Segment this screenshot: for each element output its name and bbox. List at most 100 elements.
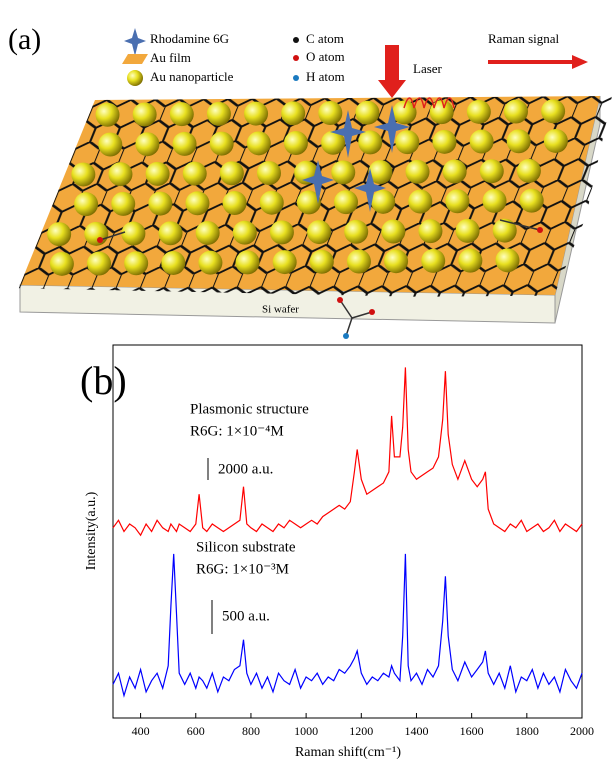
nanoparticle [111, 192, 135, 216]
nanoparticle [161, 251, 185, 275]
nanoparticle [270, 220, 294, 244]
legend-label: Au film [150, 50, 191, 65]
nanoparticle [210, 132, 234, 156]
substrate-label: Si wafer [262, 304, 299, 316]
nanoparticle [470, 130, 494, 154]
nanoparticle [47, 222, 71, 246]
nanoparticle [71, 162, 95, 186]
legend-symbol [293, 55, 299, 61]
x-tick-label: 1000 [294, 724, 318, 738]
panel-label: (a) [8, 23, 41, 56]
nanoparticle [281, 101, 305, 125]
nanoparticle [260, 191, 284, 215]
x-tick-label: 1600 [460, 724, 484, 738]
nanoparticle [244, 102, 268, 126]
nanoparticle [334, 190, 358, 214]
nanoparticle [331, 160, 355, 184]
nanoparticle [493, 219, 517, 243]
nanoparticle [84, 222, 108, 246]
legend-label: H atom [306, 69, 345, 84]
nanoparticle [307, 220, 331, 244]
spectrum-line [113, 367, 582, 535]
nanoparticle [98, 132, 122, 156]
legend-symbol [124, 28, 146, 56]
legend-symbol [293, 75, 299, 81]
x-tick-label: 800 [242, 724, 260, 738]
laser-arrow [378, 45, 406, 98]
nanoparticle [344, 220, 368, 244]
nanoparticle [121, 222, 145, 246]
nanoparticle [87, 252, 111, 276]
nanoparticle [458, 249, 482, 273]
annotation: R6G: 1×10⁻⁴M [190, 423, 284, 439]
nanoparticle [50, 252, 74, 276]
legend-symbol [127, 70, 143, 86]
nanoparticle [185, 191, 209, 215]
nanoparticle [418, 219, 442, 243]
figure: (a) Rhodamine 6G Au film Au nanoparticle… [0, 0, 616, 763]
nanoparticle [196, 221, 220, 245]
nanoparticle [220, 161, 244, 185]
nanoparticle [541, 99, 565, 123]
nanoparticle [504, 100, 528, 124]
legend-symbol [122, 54, 148, 64]
nanoparticle [495, 248, 519, 272]
nanoparticle [421, 249, 445, 273]
nanoparticle [148, 192, 172, 216]
nanoparticle [355, 101, 379, 125]
nanoparticle [159, 221, 183, 245]
nanoparticle [456, 219, 480, 243]
raman-label: Raman signal [488, 31, 560, 46]
annotation: 500 a.u. [222, 608, 270, 624]
nanoparticle [233, 221, 257, 245]
raman-arrow-head [572, 55, 588, 69]
nanoparticle [257, 161, 281, 185]
nanoparticle [443, 160, 467, 184]
nanoparticle [74, 192, 98, 216]
schematic: (a) Rhodamine 6G Au film Au nanoparticle… [8, 23, 616, 339]
legend-label: Rhodamine 6G [150, 31, 229, 46]
nanoparticle [381, 219, 405, 243]
nanoparticle [247, 131, 271, 155]
nanoparticle [445, 189, 469, 213]
x-tick-label: 1200 [349, 724, 373, 738]
annotation: R6G: 1×10⁻³M [196, 561, 289, 577]
nanoparticle [96, 103, 120, 127]
legend-label: Au nanoparticle [150, 69, 234, 84]
x-axis-label: Raman shift(cm⁻¹) [295, 745, 401, 760]
nanoparticle [507, 129, 531, 153]
nanoparticle [310, 250, 334, 274]
nanoparticle [173, 132, 197, 156]
nanoparticle [347, 249, 371, 273]
nanoparticle [133, 102, 157, 126]
nanoparticle [135, 132, 159, 156]
nanoparticle [183, 162, 207, 186]
nanoparticle [108, 162, 132, 186]
nanoparticle [124, 251, 148, 275]
legend-symbol [293, 37, 299, 43]
nanoparticle [483, 189, 507, 213]
x-tick-label: 2000 [570, 724, 594, 738]
nanoparticle [406, 160, 430, 184]
nanoparticle [284, 131, 308, 155]
plot-frame [113, 345, 582, 718]
legend-label: O atom [306, 49, 345, 64]
spectrum-chart: (b) Plasmonic structure R6G: 1×10⁻⁴M 200… [80, 345, 594, 760]
x-tick-label: 1400 [404, 724, 428, 738]
nanoparticle [236, 250, 260, 274]
x-tick-label: 600 [187, 724, 205, 738]
annotation: Silicon substrate [196, 539, 296, 555]
annotation: 2000 a.u. [218, 461, 273, 477]
annotation: Plasmonic structure [190, 401, 309, 417]
y-axis-label: Intensity(a.u.) [84, 491, 99, 570]
nanoparticle [273, 250, 297, 274]
legend-label: C atom [306, 31, 344, 46]
nanoparticle [544, 129, 568, 153]
nanoparticle [223, 191, 247, 215]
x-tick-label: 400 [132, 724, 150, 738]
nanoparticle [395, 130, 419, 154]
spectrum-line [113, 554, 582, 696]
nanoparticle [371, 190, 395, 214]
panel-label: (b) [80, 358, 127, 403]
laser-label: Laser [413, 61, 443, 76]
